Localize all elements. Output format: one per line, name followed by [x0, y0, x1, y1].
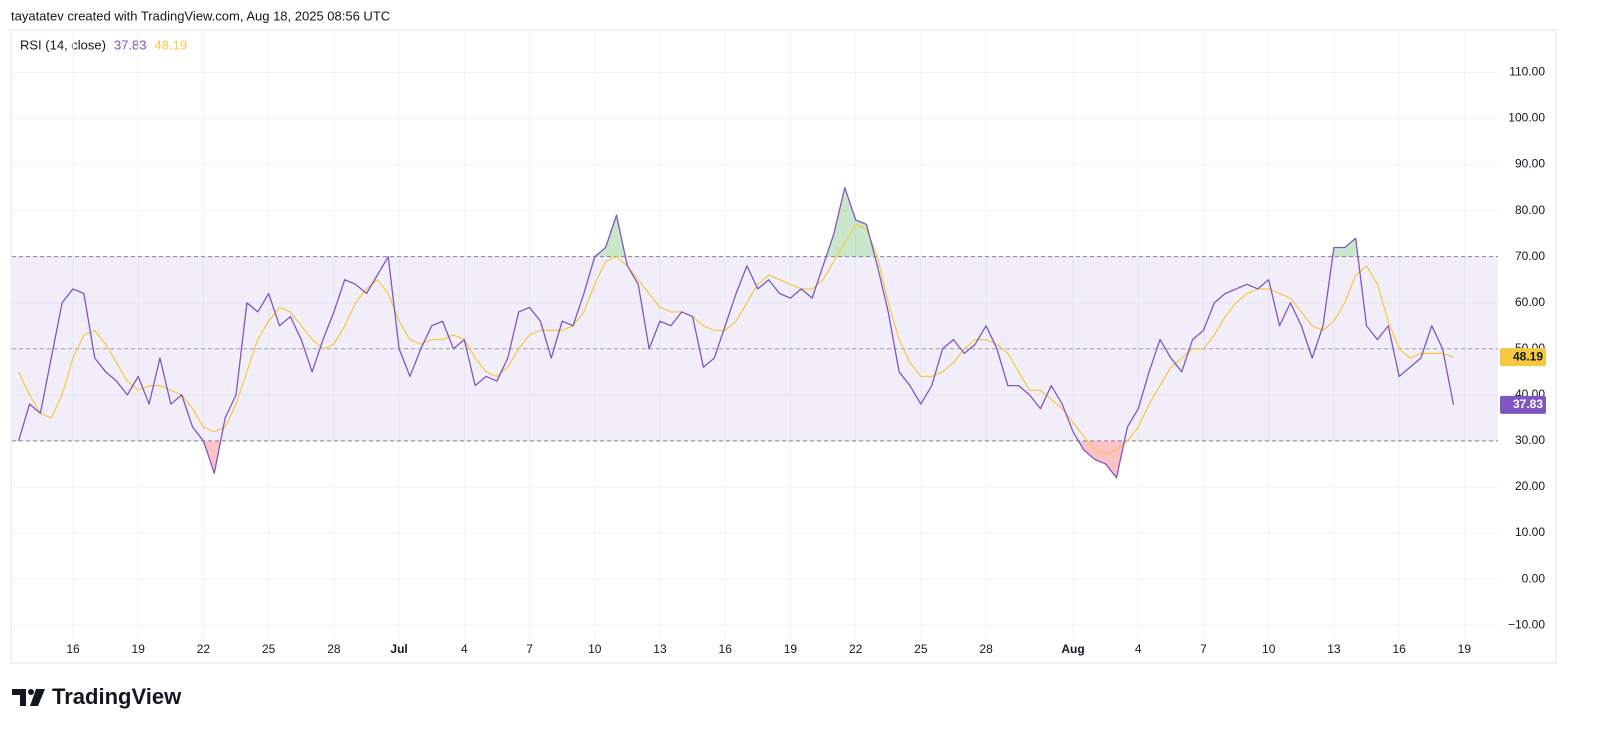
logo: TradingView	[12, 684, 182, 709]
rsi-line	[18, 186, 1455, 479]
x-tick-label: 19	[132, 642, 146, 656]
price-label-box	[1500, 395, 1546, 414]
y-tick-label: 30.00	[1515, 433, 1545, 447]
logo-mark	[28, 689, 34, 695]
price-label: 48.19	[1513, 349, 1543, 363]
x-tick-label: 19	[1458, 642, 1472, 656]
y-tick-label: 100.00	[1508, 111, 1545, 125]
x-tick-label: 22	[849, 642, 863, 656]
x-tick-label: 13	[1327, 642, 1341, 656]
brand: TradingView	[52, 684, 182, 709]
x-tick-label: 19	[784, 642, 798, 656]
price-label: 37.83	[1513, 397, 1543, 411]
logo-mark	[12, 689, 26, 706]
price-label-box	[1500, 348, 1546, 367]
rsi-ma-line	[18, 223, 1454, 456]
y-tick-label: 70.00	[1515, 249, 1545, 263]
x-tick-label: 22	[197, 642, 211, 656]
y-tick-label: −10.00	[1508, 617, 1545, 631]
x-tick-label: Aug	[1061, 642, 1084, 656]
y-tick-label: 0.00	[1522, 571, 1546, 585]
logo-mark	[30, 689, 45, 706]
x-tick-label: 28	[979, 642, 993, 656]
legend-value: 48.19	[155, 37, 188, 52]
x-tick-label: 16	[66, 642, 80, 656]
x-tick-label: 25	[262, 642, 276, 656]
x-tick-label: 13	[653, 642, 667, 656]
x-tick-label: 10	[588, 642, 602, 656]
chart-frame	[10, 29, 1557, 664]
legend-value: 37.83	[114, 37, 147, 52]
x-tick-label: 16	[719, 642, 733, 656]
y-tick-label: 10.00	[1515, 525, 1545, 539]
x-tick-label: 28	[327, 642, 341, 656]
y-tick-label: 110.00	[1509, 65, 1545, 79]
indicator-label: RSI (14, close)	[20, 37, 106, 52]
x-tick-label: 16	[1392, 642, 1406, 656]
x-tick-label: 4	[1135, 642, 1142, 656]
x-tick-label: 7	[1200, 642, 1207, 656]
x-tick-label: 7	[526, 642, 533, 656]
y-tick-label: 90.00	[1515, 157, 1545, 171]
x-tick-label: 25	[914, 642, 928, 656]
x-tick-label: 10	[1262, 642, 1276, 656]
credit: tayatatev created with TradingView.com, …	[11, 8, 390, 23]
x-tick-label: Jul	[390, 642, 407, 656]
y-tick-label: 20.00	[1515, 479, 1545, 493]
y-tick-label: 80.00	[1515, 203, 1545, 217]
x-tick-label: 4	[461, 642, 468, 656]
y-tick-label: 60.00	[1515, 295, 1545, 309]
